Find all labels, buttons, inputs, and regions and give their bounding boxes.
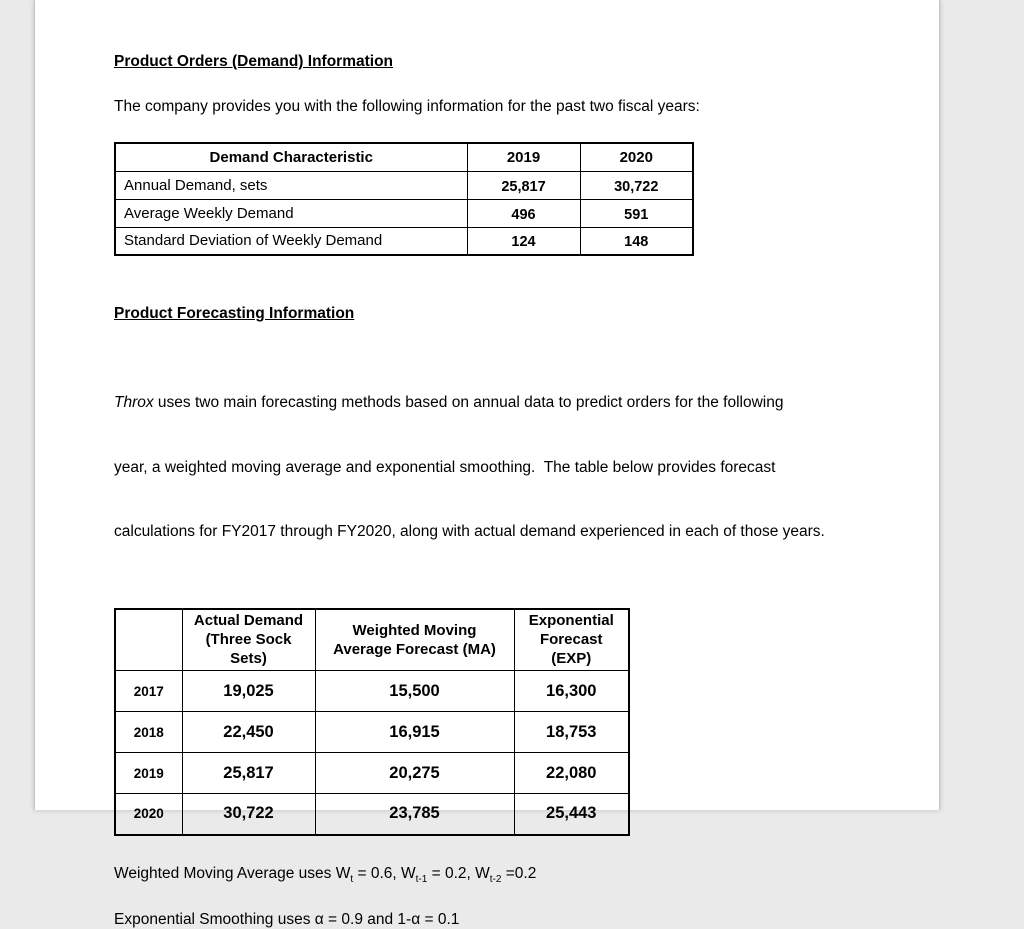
document-page: Product Orders (Demand) Information The … (34, 0, 940, 928)
section2-intro-line3: calculations for FY2017 through FY2020, … (114, 523, 825, 540)
std-dev-weekly-demand-label: Standard Deviation of Weekly Demand (114, 226, 468, 256)
annual-demand-2019: 25,817 (466, 170, 581, 200)
exponential-smoothing-note: Exponential Smoothing uses α = 0.9 and 1… (114, 910, 460, 928)
table-row: Average Weekly Demand 496 591 (114, 198, 694, 228)
actual-2017: 19,025 (181, 670, 316, 712)
section2-heading: Product Forecasting Information (114, 305, 355, 322)
ma-2018: 16,915 (314, 711, 515, 753)
std-dev-weekly-demand-2020: 148 (579, 226, 694, 256)
forecast-table-header-exp: Exponential Forecast (EXP) (513, 608, 630, 671)
avg-weekly-demand-2020: 591 (579, 198, 694, 228)
forecast-table-header-ma: Weighted Moving Average Forecast (MA) (314, 608, 515, 671)
actual-2018: 22,450 (181, 711, 316, 753)
section1-intro-text: The company provides you with the follow… (114, 98, 700, 115)
ma-2020: 23,785 (314, 793, 515, 835)
table-row: Annual Demand, sets 25,817 30,722 (114, 170, 694, 200)
subscript-t-2: t-2 (489, 873, 502, 885)
demand-table-header-2020: 2020 (579, 142, 694, 172)
demand-table-header-row: Demand Characteristic 2019 2020 (114, 142, 694, 172)
forecast-year-2019: 2019 (114, 752, 183, 794)
actual-2020: 30,722 (181, 793, 316, 835)
table-row: Standard Deviation of Weekly Demand 124 … (114, 226, 694, 256)
actual-2019: 25,817 (181, 752, 316, 794)
forecast-table-header-year (114, 608, 183, 671)
section2-intro-text: Throx uses two main forecasting methods … (114, 349, 939, 586)
demand-table-header-2019: 2019 (466, 142, 581, 172)
std-dev-weekly-demand-2019: 124 (466, 226, 581, 256)
exp-2020: 25,443 (513, 793, 630, 835)
forecast-table-header-actual: Actual Demand (Three Sock Sets) (181, 608, 316, 671)
exp-2019: 22,080 (513, 752, 630, 794)
subscript-t-1: t-1 (415, 873, 428, 885)
company-name: Throx (114, 394, 154, 411)
ma-2019: 20,275 (314, 752, 515, 794)
document-viewport: Product Orders (Demand) Information The … (34, 0, 940, 928)
section2-intro-line2: year, a weighted moving average and expo… (114, 458, 776, 476)
table-row: 2017 19,025 15,500 16,300 (114, 670, 630, 712)
avg-weekly-demand-label: Average Weekly Demand (114, 198, 468, 228)
forecast-table: Actual Demand (Three Sock Sets) Weighted… (114, 607, 630, 836)
section1-heading: Product Orders (Demand) Information (114, 53, 394, 70)
forecast-year-2017: 2017 (114, 670, 183, 712)
section2-intro-line1: Throx uses two main forecasting methods … (114, 394, 784, 411)
demand-table-header-characteristic: Demand Characteristic (114, 142, 468, 172)
exp-2017: 16,300 (513, 670, 630, 712)
forecast-year-2020: 2020 (114, 793, 183, 835)
weighted-moving-average-note: Weighted Moving Average uses Wt = 0.6, W… (114, 864, 537, 885)
forecast-table-header-row: Actual Demand (Three Sock Sets) Weighted… (114, 608, 630, 671)
demand-table: Demand Characteristic 2019 2020 Annual D… (114, 142, 694, 256)
table-row: 2018 22,450 16,915 18,753 (114, 711, 630, 753)
ma-2017: 15,500 (314, 670, 515, 712)
forecast-year-2018: 2018 (114, 711, 183, 753)
exp-2018: 18,753 (513, 711, 630, 753)
annual-demand-label: Annual Demand, sets (114, 170, 468, 200)
table-row: 2019 25,817 20,275 22,080 (114, 752, 630, 794)
annual-demand-2020: 30,722 (579, 170, 694, 200)
table-row: 2020 30,722 23,785 25,443 (114, 793, 630, 835)
avg-weekly-demand-2019: 496 (466, 198, 581, 228)
